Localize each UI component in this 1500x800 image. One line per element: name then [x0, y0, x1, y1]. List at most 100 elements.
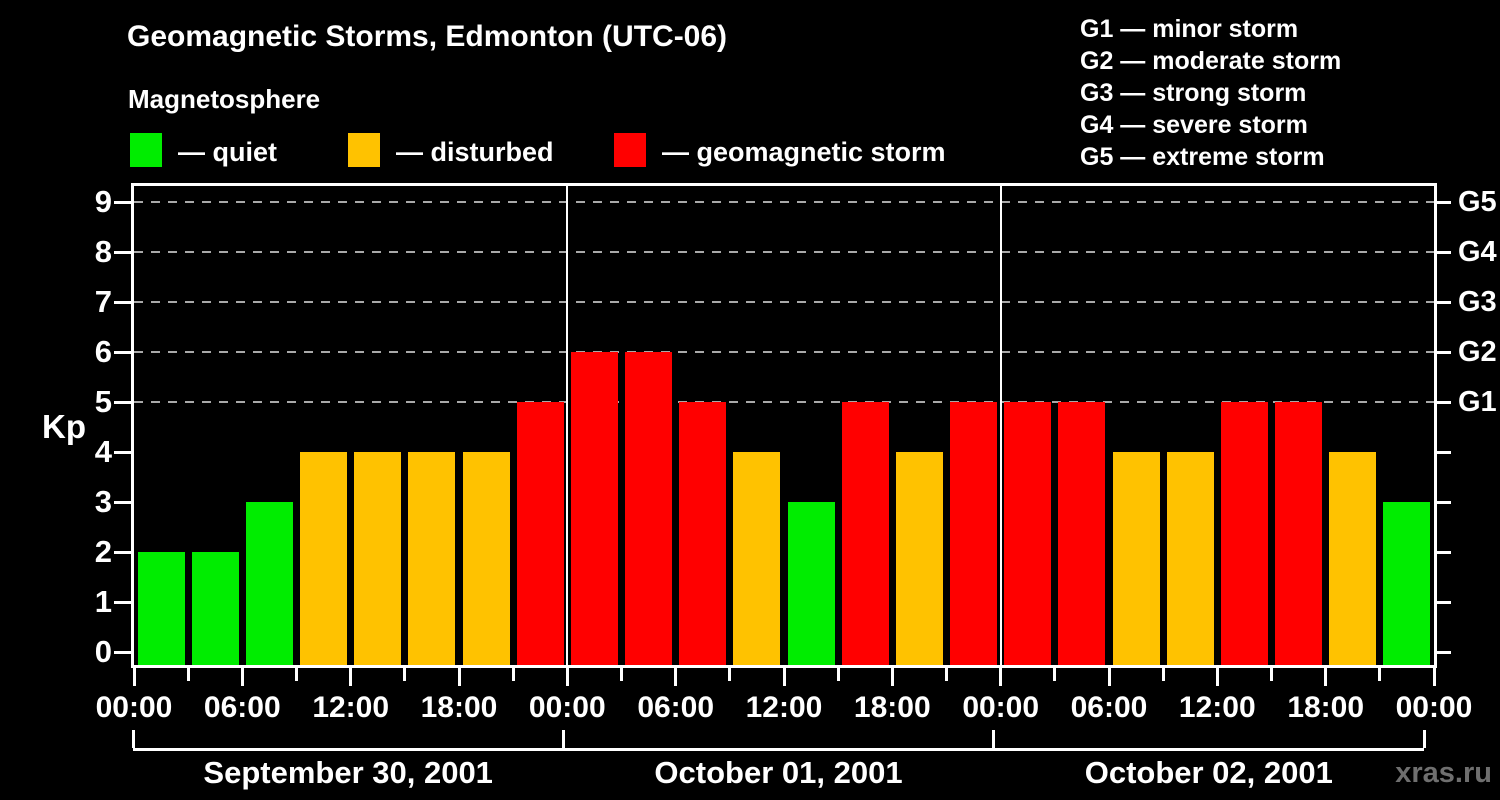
x-tick — [1107, 668, 1111, 686]
kp-bar-october-02-2001-00:00 — [1004, 402, 1052, 665]
y-tick-1 — [114, 600, 131, 604]
kp-bar-september-30-2001-12:00 — [354, 452, 402, 665]
date-bracket-line — [133, 748, 1424, 751]
y-tick-5 — [114, 400, 131, 404]
y-tick-label-6: 6 — [94, 334, 112, 369]
y-tick-label-2: 2 — [94, 534, 112, 569]
kp-bar-october-02-2001-06:00 — [1112, 452, 1160, 665]
x-tick — [945, 668, 948, 681]
x-time-label: 06:00 — [1070, 691, 1148, 724]
x-tick — [836, 668, 840, 681]
y-tick-label-9: 9 — [94, 184, 112, 219]
y-axis-label: Kp — [42, 408, 86, 445]
right-tick-5 — [1434, 400, 1451, 404]
x-time-label: 00:00 — [528, 691, 606, 724]
right-tick-9 — [1434, 200, 1451, 204]
y-tick-8 — [114, 250, 131, 254]
kp-bar-october-01-2001-12:00 — [787, 502, 835, 665]
y-tick-2 — [114, 550, 131, 554]
right-tick-3 — [1434, 500, 1451, 504]
kp-bar-september-30-2001-21:00 — [516, 402, 564, 665]
y-tick-3 — [114, 500, 131, 504]
y-tick-label-3: 3 — [94, 484, 112, 519]
plot-area — [131, 183, 1437, 668]
x-tick — [1161, 668, 1165, 681]
date-label: October 02, 2001 — [1084, 755, 1333, 790]
day-divider — [999, 186, 1002, 665]
x-tick — [240, 668, 244, 686]
kp-bar-september-30-2001-09:00 — [300, 452, 348, 665]
x-time-label: 18:00 — [420, 691, 498, 724]
quiet-legend-swatch — [130, 133, 162, 167]
x-time-label: 18:00 — [853, 691, 931, 724]
disturbed-legend-swatch — [348, 133, 380, 167]
storm-scale-g2: G2 — moderate storm — [1080, 47, 1342, 75]
right-tick-8 — [1434, 250, 1451, 254]
gridline-kp6 — [134, 351, 1434, 353]
quiet-legend-label: — quiet — [178, 137, 277, 167]
right-tick-6 — [1434, 350, 1451, 354]
x-tick — [565, 668, 569, 686]
y-tick-7 — [114, 300, 131, 304]
gridline-kp8 — [134, 251, 1434, 253]
right-axis-label-g5: G5 — [1458, 186, 1497, 218]
y-tick-label-4: 4 — [94, 434, 112, 469]
right-tick-2 — [1434, 550, 1451, 554]
x-tick — [620, 668, 623, 681]
y-tick-6 — [114, 350, 131, 354]
kp-bar-october-02-2001-15:00 — [1275, 402, 1323, 665]
x-tick — [1053, 668, 1057, 681]
right-axis-label-g1: G1 — [1458, 386, 1497, 418]
x-tick — [890, 668, 894, 686]
x-time-label: 18:00 — [1287, 691, 1365, 724]
x-tick — [728, 668, 732, 681]
x-time-label: 06:00 — [203, 691, 281, 724]
y-tick-9 — [114, 200, 131, 204]
x-time-label: 06:00 — [637, 691, 715, 724]
x-time-label: 12:00 — [745, 691, 823, 724]
right-axis-label-g2: G2 — [1458, 336, 1497, 368]
chart-title: Geomagnetic Storms, Edmonton (UTC-06) — [127, 20, 728, 53]
x-tick — [1324, 668, 1328, 686]
x-tick — [782, 668, 786, 686]
x-tick — [403, 668, 407, 681]
day-divider — [566, 186, 569, 665]
storm-scale-g1: G1 — minor storm — [1080, 15, 1299, 43]
kp-bar-october-01-2001-06:00 — [679, 402, 727, 665]
bracket-tick — [561, 730, 565, 748]
storm-scale-g5: G5 — extreme storm — [1080, 143, 1325, 171]
right-tick-4 — [1434, 450, 1451, 454]
kp-bar-october-01-2001-15:00 — [841, 402, 889, 665]
storm-scale-g3: G3 — strong storm — [1080, 79, 1307, 107]
date-label: October 01, 2001 — [654, 755, 903, 790]
right-axis-label-g4: G4 — [1458, 236, 1497, 268]
kp-bar-october-01-2001-03:00 — [625, 352, 673, 665]
right-tick-0 — [1434, 650, 1451, 654]
gridline-kp7 — [134, 301, 1434, 303]
x-time-label: 00:00 — [1395, 691, 1473, 724]
x-time-label: 12:00 — [1178, 691, 1256, 724]
disturbed-legend-label: — disturbed — [396, 137, 554, 167]
bracket-tick — [131, 730, 135, 748]
kp-bar-september-30-2001-06:00 — [245, 502, 293, 665]
x-time-label: 12:00 — [312, 691, 390, 724]
x-tick — [1270, 668, 1273, 681]
kp-bar-october-02-2001-09:00 — [1166, 452, 1214, 665]
x-tick — [186, 668, 190, 681]
storm-scale-legend: G1 — minor storm G2 — moderate storm G3 … — [1080, 13, 1341, 173]
x-tick — [295, 668, 298, 681]
date-label: September 30, 2001 — [203, 755, 493, 790]
y-tick-0 — [114, 650, 131, 654]
gridline-kp9 — [134, 201, 1434, 203]
kp-bar-october-02-2001-18:00 — [1329, 452, 1377, 665]
kp-bar-october-02-2001-12:00 — [1220, 402, 1268, 665]
right-tick-1 — [1434, 600, 1451, 604]
x-tick — [1432, 668, 1436, 686]
kp-bar-september-30-2001-00:00 — [137, 552, 185, 665]
x-tick — [999, 668, 1003, 686]
kp-bar-october-01-2001-00:00 — [570, 352, 618, 665]
x-time-label: 00:00 — [95, 691, 173, 724]
right-tick-7 — [1434, 300, 1451, 304]
storm-legend-swatch — [614, 133, 646, 167]
